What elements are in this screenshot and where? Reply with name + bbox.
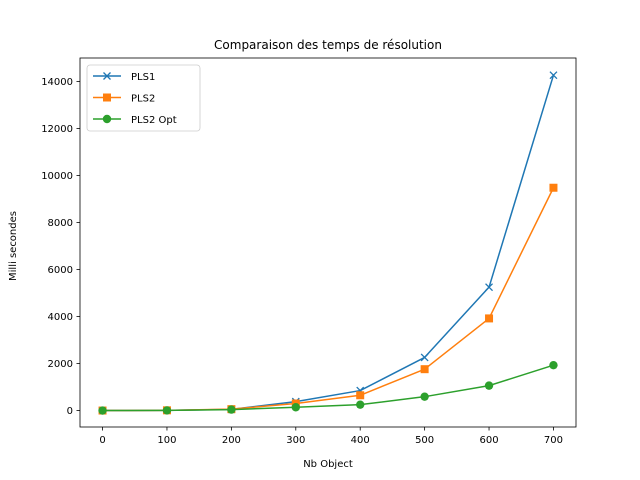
x-tick-label: 700: [544, 435, 563, 446]
data-point-pls2-opt: [98, 406, 107, 415]
x-tick-label: 600: [479, 435, 498, 446]
axes-frame: [79, 57, 577, 428]
x-tick-label: 300: [286, 435, 305, 446]
legend-marker-pls2-opt: [102, 114, 112, 124]
y-tick-label: 2000: [48, 359, 73, 370]
y-tick-label: 10000: [41, 171, 73, 182]
data-point-pls2-opt: [162, 406, 172, 415]
data-point-pls2-opt: [420, 392, 429, 401]
legend-marker-pls1: [103, 72, 111, 80]
data-point-pls1: [420, 353, 429, 362]
legend-label-pls1: PLS1: [131, 72, 155, 83]
y-tick-label: 8000: [48, 218, 73, 229]
series-line-pls2-opt: [102, 364, 554, 412]
chart-title: Comparaison des temps de résolution: [214, 38, 442, 52]
y-tick-label: 6000: [48, 265, 73, 276]
plot-area: 0 100 200 300 400 500 600 700 0 2000 4000 6000 8000 1…: [41, 57, 577, 446]
x-tick-label: 500: [415, 435, 434, 446]
data-point-pls2: [356, 391, 365, 400]
data-point-pls2-opt: [484, 381, 494, 390]
y-tick-label: 4000: [48, 312, 73, 323]
legend: PLS1 PLS2 PLS2 Opt: [86, 64, 201, 132]
data-point-pls2-opt: [227, 405, 236, 414]
data-point-pls2: [420, 365, 429, 374]
x-tick-label: 100: [157, 435, 176, 446]
legend-label-pls2: PLS2: [131, 94, 155, 105]
data-point-pls1: [485, 283, 493, 292]
x-tick-label: 400: [351, 435, 370, 446]
y-tick-label: 14000: [41, 77, 73, 88]
y-axis-label: Milli secondes: [8, 211, 19, 281]
legend-box: [86, 64, 201, 132]
y-tick-label: 0: [67, 406, 73, 417]
data-point-pls2-opt: [356, 400, 365, 409]
x-tick-label: 200: [222, 435, 241, 446]
data-point-pls2: [549, 183, 558, 192]
legend-marker-pls2: [103, 93, 111, 102]
y-tick-label: 12000: [41, 124, 73, 135]
legend-label-pls2-opt: PLS2 Opt: [131, 115, 177, 126]
data-point-pls2-opt: [291, 403, 300, 412]
data-point-pls1: [549, 71, 558, 80]
x-tick-label: 0: [99, 435, 105, 446]
data-point-pls2-opt: [549, 360, 558, 370]
data-point-pls2: [485, 314, 494, 323]
x-axis-label: Nb Object: [303, 459, 353, 470]
